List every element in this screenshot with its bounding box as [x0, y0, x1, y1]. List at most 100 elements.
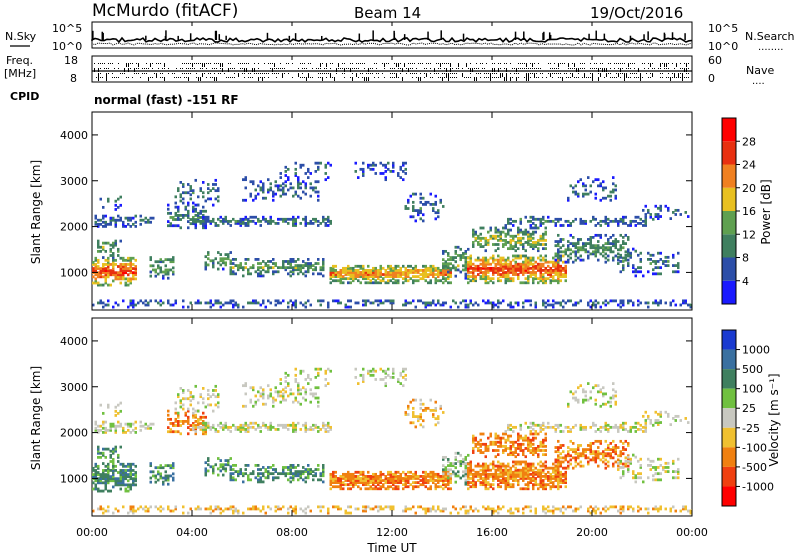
power-cell	[502, 238, 505, 242]
power-cell	[644, 224, 647, 227]
velocity-cell	[499, 440, 502, 444]
power-cell	[609, 246, 612, 250]
velocity-cell	[122, 481, 125, 485]
velocity-cell	[139, 420, 142, 424]
velocity-cell	[257, 398, 260, 402]
velocity-cell	[514, 466, 517, 470]
velocity-cell	[337, 477, 340, 480]
velocity-cell	[247, 507, 250, 511]
velocity-cell	[592, 452, 595, 456]
velocity-cell	[527, 425, 530, 429]
power-cell	[304, 186, 307, 190]
power-cell	[604, 242, 607, 245]
power-cell	[272, 272, 275, 276]
power-cell	[292, 215, 295, 219]
power-cell	[362, 303, 365, 307]
velocity-cell	[517, 472, 520, 476]
power-cell	[682, 299, 685, 303]
power-cell	[534, 226, 537, 230]
power-cell	[384, 273, 387, 276]
power-cell	[179, 199, 182, 203]
velocity-cell	[97, 489, 100, 493]
power-cell	[329, 277, 332, 281]
power-cell	[609, 190, 612, 194]
velocity-cell	[104, 483, 107, 487]
velocity-cell	[277, 392, 280, 396]
power-cell	[507, 241, 510, 244]
velocity-cell	[537, 475, 540, 478]
velocity-cell	[204, 423, 207, 427]
power-cell	[389, 273, 392, 276]
power-cell	[127, 258, 130, 262]
power-cell	[204, 219, 207, 223]
power-cell	[342, 277, 345, 281]
power-cell	[432, 207, 435, 210]
velocity-cell	[259, 394, 262, 398]
power-cell	[549, 281, 552, 285]
velocity-cell	[527, 444, 530, 448]
power-cell	[539, 258, 542, 262]
velocity-cell	[132, 507, 135, 511]
velocity-cell	[539, 464, 542, 468]
power-cell	[287, 217, 290, 221]
velocity-cell	[187, 432, 190, 436]
velocity-cell	[557, 456, 560, 460]
velocity-cell	[557, 477, 560, 480]
power-cell	[677, 266, 680, 270]
velocity-cell	[437, 477, 440, 480]
velocity-cell	[342, 477, 345, 480]
power-cell	[114, 277, 117, 281]
power-cell	[472, 262, 475, 266]
velocity-cell	[482, 477, 485, 480]
velocity-cell	[257, 480, 260, 484]
power-cell	[464, 299, 467, 303]
velocity-cell	[447, 464, 450, 468]
velocity-cell	[552, 466, 555, 470]
velocity-cell	[102, 475, 105, 479]
power-cell	[532, 266, 535, 270]
power-cell	[189, 197, 192, 201]
velocity-cell	[539, 468, 542, 472]
velocity-cell	[467, 472, 470, 476]
power-cell	[519, 238, 522, 242]
velocity-cell	[189, 395, 192, 399]
velocity-cell	[577, 444, 580, 447]
power-cell	[509, 269, 512, 272]
power-cell	[507, 262, 510, 266]
velocity-cell	[582, 464, 585, 468]
power-cell	[497, 228, 500, 232]
power-cell	[637, 299, 640, 303]
velocity-cell	[597, 384, 600, 388]
power-cell	[659, 208, 662, 212]
velocity-cell	[332, 477, 335, 480]
power-cell	[297, 258, 300, 261]
velocity-cell	[659, 421, 662, 424]
power-cell	[254, 270, 257, 274]
power-cell	[109, 247, 112, 251]
power-cell	[412, 215, 415, 219]
power-cell	[582, 242, 585, 245]
velocity-cell	[537, 444, 540, 448]
velocity-cell	[544, 477, 547, 480]
power-cell	[614, 244, 617, 248]
velocity-cell	[549, 475, 552, 478]
velocity-cell	[634, 474, 637, 478]
power-cell	[447, 264, 450, 268]
velocity-cell	[129, 471, 132, 474]
velocity-cell	[579, 464, 582, 468]
velocity-cell	[112, 447, 115, 451]
velocity-cell	[512, 460, 515, 464]
power-cell	[522, 266, 525, 270]
velocity-cell	[484, 464, 487, 468]
power-cell	[544, 232, 547, 236]
power-cell	[319, 161, 322, 165]
velocity-cell	[552, 483, 555, 487]
velocity-cell	[162, 466, 165, 470]
velocity-cell	[292, 430, 295, 433]
velocity-cell	[612, 462, 615, 466]
power-cell	[559, 271, 562, 274]
power-cell	[119, 269, 122, 273]
power-cell	[444, 279, 447, 283]
power-cell	[477, 303, 480, 307]
velocity-cell	[262, 394, 265, 398]
